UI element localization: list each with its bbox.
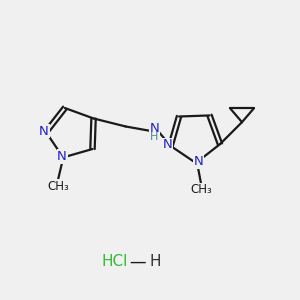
Text: N: N: [194, 155, 204, 169]
Text: CH₃: CH₃: [190, 184, 212, 196]
Text: N: N: [150, 122, 159, 135]
Text: N: N: [163, 138, 172, 152]
Text: H: H: [150, 133, 159, 142]
Text: N: N: [57, 150, 67, 163]
Text: H: H: [149, 254, 161, 269]
Text: CH₃: CH₃: [47, 180, 69, 193]
Text: N: N: [39, 124, 49, 138]
Text: —: —: [130, 253, 146, 271]
Text: HCl: HCl: [102, 254, 128, 269]
